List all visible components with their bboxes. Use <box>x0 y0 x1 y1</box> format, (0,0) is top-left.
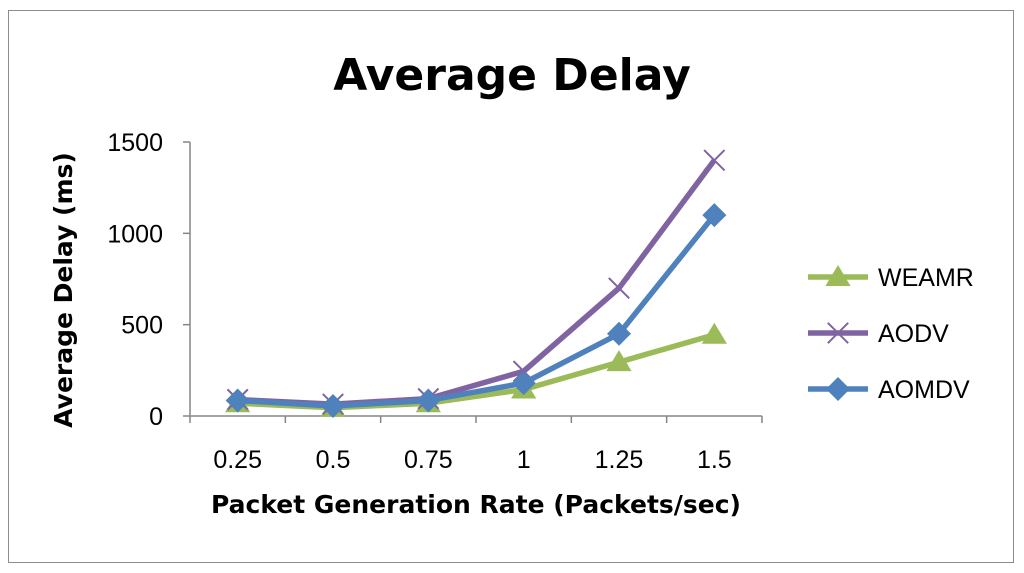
x-axis: 0.25 0.5 0.75 1 1.25 1.5 <box>189 415 763 474</box>
y-tick-label: 1000 <box>107 220 163 248</box>
legend-label: WEAMR <box>878 264 974 292</box>
data-point-aomdv <box>416 388 441 413</box>
legend-item-weamr: WEAMR <box>808 264 974 292</box>
x-tick-label: 1.25 <box>595 446 644 474</box>
data-point-aomdv <box>321 393 345 418</box>
x-axis-label: Packet Generation Rate (Packets/sec) <box>211 490 741 519</box>
chart-title: Average Delay <box>333 50 691 101</box>
series-line-weamr <box>237 332 716 411</box>
x-tick-label: 1.5 <box>697 446 732 474</box>
data-point-weamr <box>606 350 632 372</box>
y-tick-label: 500 <box>121 312 163 340</box>
data-point-aomdv <box>702 203 727 228</box>
y-axis: 0 500 1000 1500 <box>107 129 191 431</box>
series-aomdv <box>225 203 727 418</box>
x-tick-label: 1 <box>517 446 531 474</box>
series-line-aomdv <box>237 213 717 409</box>
series-group <box>225 149 727 418</box>
data-point-aomdv <box>607 321 631 346</box>
legend-label: AODV <box>878 320 949 348</box>
legend-marker-aodv <box>827 322 849 344</box>
series-line-aodv <box>237 158 717 407</box>
data-point-aomdv <box>511 371 536 396</box>
chart-frame <box>8 10 1014 563</box>
y-tick-label: 1500 <box>107 129 163 157</box>
series-aodv <box>226 149 726 416</box>
x-tick-label: 0.25 <box>213 446 262 474</box>
x-tick-label: 0.75 <box>404 446 453 474</box>
legend-item-aomdv: AOMDV <box>808 376 970 404</box>
legend-marker-weamr <box>825 265 851 286</box>
x-tick-label: 0.5 <box>316 446 351 474</box>
data-point-aodv <box>703 149 726 172</box>
data-point-weamr <box>701 322 727 344</box>
legend: WEAMR AODV AOMDV <box>808 264 974 404</box>
legend-item-aodv: AODV <box>808 320 949 348</box>
legend-label: AOMDV <box>878 376 970 404</box>
data-point-aodv <box>608 277 630 300</box>
y-axis-label: Average Delay (ms) <box>49 152 78 428</box>
data-point-aomdv <box>225 388 250 413</box>
legend-marker-aomdv <box>826 377 850 401</box>
y-tick-label: 0 <box>149 403 163 431</box>
